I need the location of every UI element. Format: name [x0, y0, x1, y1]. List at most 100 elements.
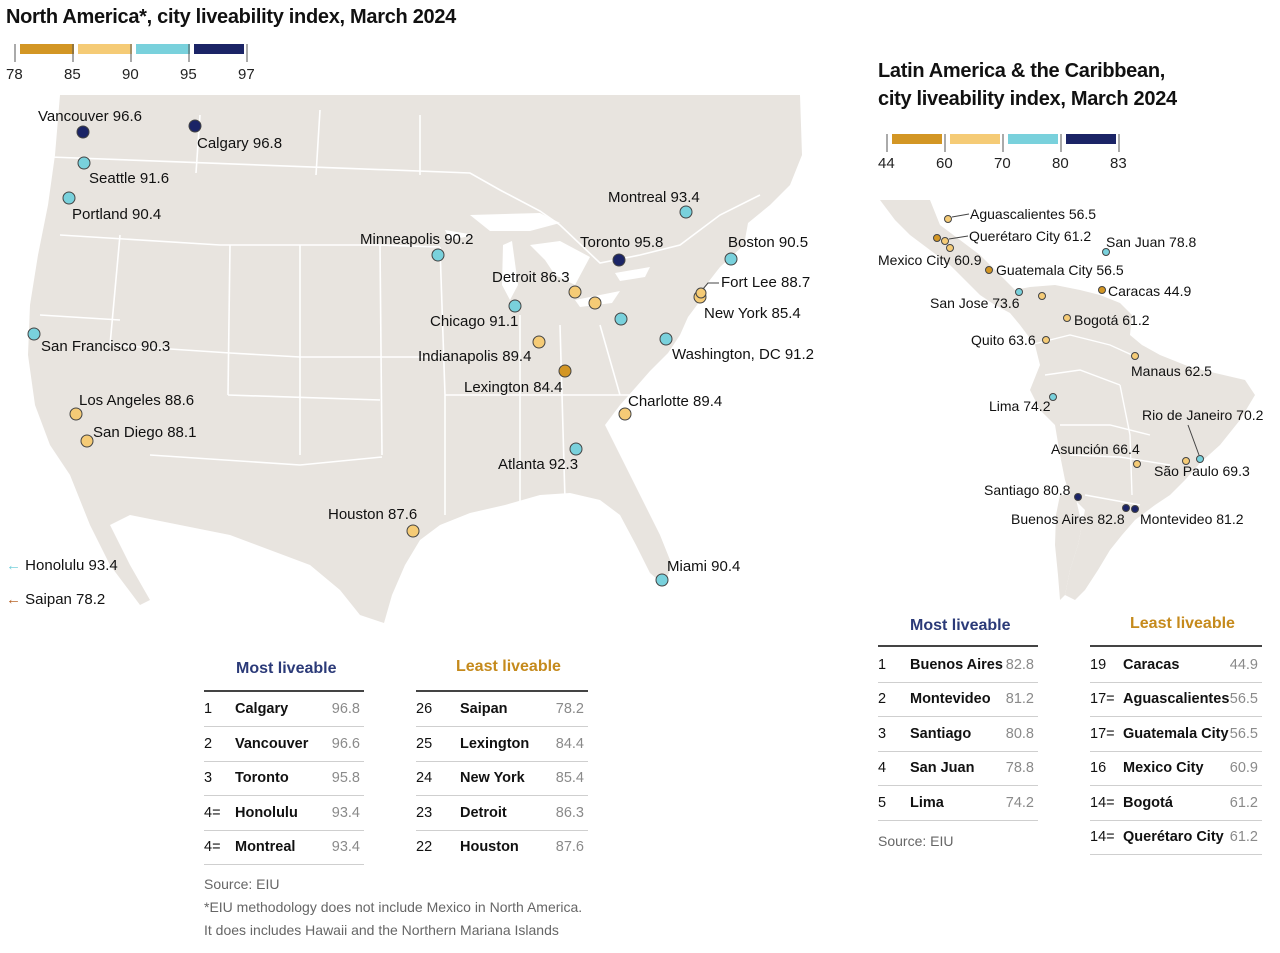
na-most-title: Most liveable	[236, 660, 337, 677]
na-legend-swatch-4	[194, 44, 244, 54]
label-detroit: Detroit 86.3	[492, 269, 570, 286]
na-footnote-1: *EIU methodology does not include Mexico…	[204, 899, 583, 915]
la-legend-swatch-2	[950, 134, 1000, 144]
great-lakes	[445, 213, 650, 307]
marker-minneapolis	[431, 248, 445, 262]
table-row: 2 Vancouver 96.6	[204, 727, 364, 762]
label-boston: Boston 90.5	[728, 234, 808, 251]
atlantic-ocean	[400, 95, 830, 630]
label-indianapolis: Indianapolis 89.4	[418, 348, 531, 365]
borders	[39, 109, 761, 515]
label-fort-lee: Fort Lee 88.7	[721, 274, 810, 291]
na-legend-swatch-2	[78, 44, 132, 54]
marker-guatemala-city	[985, 266, 993, 274]
arrow-left-icon: ←	[6, 591, 21, 608]
label-montevideo: Montevideo 81.2	[1140, 511, 1244, 527]
marker-houston	[406, 524, 420, 538]
na-legend: 78 85 90 95 97	[6, 42, 256, 83]
label-atlanta: Atlanta 92.3	[498, 456, 578, 473]
marker-indianapolis	[532, 335, 546, 349]
na-legend-tick: 85	[64, 66, 81, 82]
label-miami: Miami 90.4	[667, 558, 740, 575]
marker-sao-paulo	[1182, 457, 1190, 465]
la-least-title: Least liveable	[1130, 615, 1235, 632]
la-legend-tick: 60	[936, 155, 953, 172]
table-row: 1 Buenos Aires 82.8	[878, 648, 1038, 683]
offmap-saipan: ← Saipan 78.2	[6, 591, 105, 608]
la-legend-tick: 83	[1110, 155, 1127, 172]
marker-seattle	[77, 156, 91, 170]
marker-san-francisco	[27, 327, 41, 341]
marker-los-angeles	[69, 407, 83, 421]
label-toronto: Toronto 95.8	[580, 234, 663, 251]
label-santiago: Santiago 80.8	[984, 482, 1071, 498]
la-legend-scale: 44 60 70 80 83	[878, 134, 1127, 172]
marker-asuncion	[1133, 460, 1141, 468]
table-row: 24 New York 85.4	[416, 761, 588, 796]
label-seattle: Seattle 91.6	[89, 170, 169, 187]
offmap-label: Saipan 78.2	[25, 591, 106, 608]
label-montreal: Montreal 93.4	[608, 189, 700, 206]
marker-aguascalientes	[944, 215, 952, 223]
label-houston: Houston 87.6	[328, 506, 417, 523]
label-guatemala-city: Guatemala City 56.5	[996, 262, 1124, 278]
na-legend-swatch-3	[136, 44, 190, 54]
na-title: North America*, city liveability index, …	[6, 6, 457, 28]
marker-chicago	[508, 299, 522, 313]
label-charlotte: Charlotte 89.4	[628, 393, 722, 410]
marker-vancouver	[76, 125, 90, 139]
la-title-line2: city liveability index, March 2024	[878, 88, 1177, 110]
label-new-york: New York 85.4	[704, 305, 801, 322]
marker-washington-dc	[659, 332, 673, 346]
na-map	[28, 95, 830, 630]
table-row: 5 Lima 74.2	[878, 786, 1038, 821]
la-most-title: Most liveable	[910, 617, 1011, 634]
na-source: Source: EIU	[204, 876, 280, 892]
label-san-jose: San Jose 73.6	[930, 295, 1020, 311]
label-lexington: Lexington 84.4	[464, 379, 562, 396]
marker-miami	[655, 573, 669, 587]
label-aguascalientes: Aguascalientes 56.5	[970, 206, 1096, 222]
label-vancouver: Vancouver 96.6	[38, 108, 142, 125]
label-washington-dc: Washington, DC 91.2	[672, 346, 814, 363]
na-legend-scale: 78 85 90 95 97	[6, 44, 255, 83]
na-least-table	[416, 690, 588, 692]
la-legend: 44 60 70 80 83	[878, 132, 1128, 172]
marker-santiago	[1074, 493, 1082, 501]
label-san-francisco: San Francisco 90.3	[41, 338, 170, 355]
label-mexico-city: Mexico City 60.9	[878, 252, 982, 268]
label-queretaro: Querétaro City 61.2	[969, 228, 1091, 244]
offmap-label: Honolulu 93.4	[25, 557, 118, 574]
table-row: 4= Montreal 93.4	[204, 830, 364, 865]
na-legend-tick: 95	[180, 66, 197, 82]
la-legend-swatch-3	[1008, 134, 1058, 144]
la-most-table	[878, 645, 1038, 647]
na-cities: Vancouver 96.6 Calgary 96.8 Seattle 91.6…	[27, 108, 814, 587]
marker-boston	[724, 252, 738, 266]
label-lima: Lima 74.2	[989, 398, 1051, 414]
table-row: 4= Honolulu 93.4	[204, 796, 364, 831]
table-row: 2 Montevideo 81.2	[878, 682, 1038, 717]
label-rio-de-janeiro: Rio de Janeiro 70.2	[1142, 407, 1264, 423]
marker-rio-de-janeiro	[1196, 455, 1204, 463]
marker-san-juan	[1102, 248, 1110, 256]
la-legend-swatch-4	[1066, 134, 1116, 144]
label-caracas: Caracas 44.9	[1108, 283, 1191, 299]
arrow-left-icon: ←	[6, 557, 21, 574]
table-row: 3 Santiago 80.8	[878, 717, 1038, 752]
label-portland: Portland 90.4	[72, 206, 161, 223]
label-chicago: Chicago 91.1	[430, 313, 518, 330]
label-manaus: Manaus 62.5	[1131, 363, 1212, 379]
marker-city	[614, 312, 628, 326]
table-row: 3 Toronto 95.8	[204, 761, 364, 796]
marker-charlotte	[618, 407, 632, 421]
la-legend-tick: 80	[1052, 155, 1069, 172]
label-calgary: Calgary 96.8	[197, 135, 282, 152]
table-row: 16 Mexico City 60.9	[1090, 751, 1262, 786]
table-row: 22 Houston 87.6	[416, 839, 584, 855]
table-row: 19 Caracas 44.9	[1090, 648, 1262, 683]
la-legend-tick: 70	[994, 155, 1011, 172]
table-row: 23 Detroit 86.3	[416, 796, 588, 831]
marker-buenos-aires	[1122, 504, 1130, 512]
marker-san-jose	[1015, 288, 1023, 296]
